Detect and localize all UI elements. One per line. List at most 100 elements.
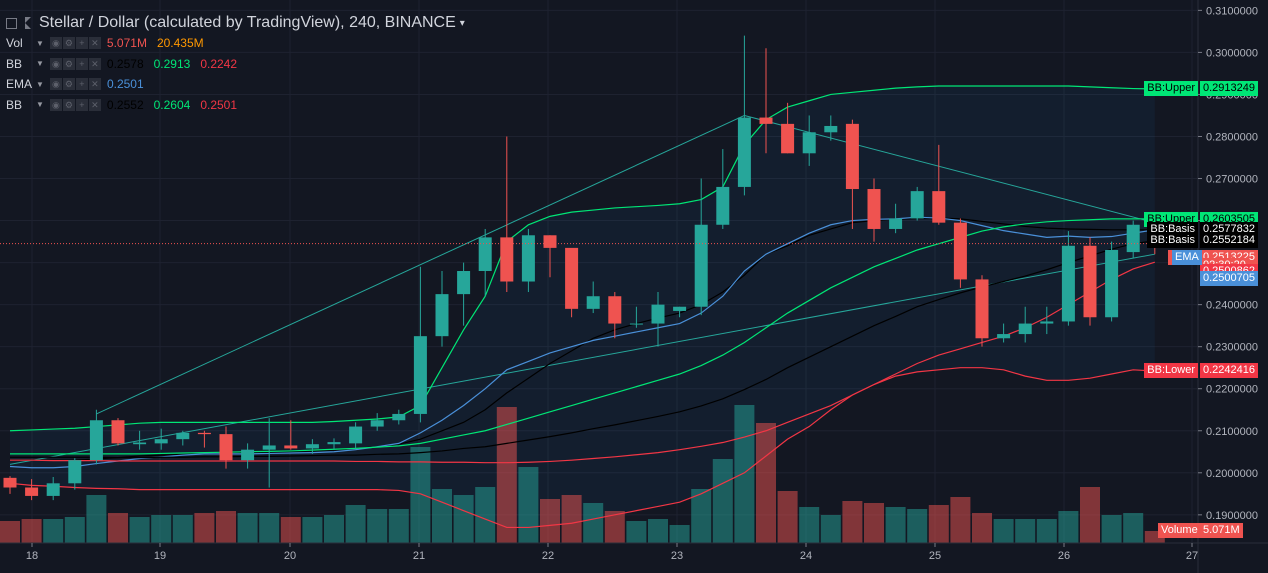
add-icon[interactable]: + xyxy=(75,57,88,70)
candle-body[interactable] xyxy=(349,426,363,444)
remove-icon[interactable]: ✕ xyxy=(88,78,101,90)
candle-body[interactable] xyxy=(370,420,384,427)
candle-body[interactable] xyxy=(500,237,514,282)
candle-body[interactable] xyxy=(1105,249,1119,318)
time-tick-label: 23 xyxy=(671,550,683,562)
price-axis[interactable]: 0.31000000.30000000.29000000.28000000.27… xyxy=(1198,5,1258,522)
candle-body[interactable] xyxy=(694,224,708,307)
indicator-name[interactable]: EMA xyxy=(6,77,33,91)
candle-body[interactable] xyxy=(262,445,276,450)
trend-line xyxy=(96,115,745,415)
indicator-value: 0.2501 xyxy=(200,97,238,112)
candle-body[interactable] xyxy=(435,294,449,337)
indicator-menu-chevron-icon[interactable]: ▼ xyxy=(36,79,44,89)
add-icon[interactable]: + xyxy=(75,78,88,90)
volume-bar xyxy=(259,513,280,543)
candle-body[interactable] xyxy=(673,306,687,311)
volume-bar xyxy=(712,459,733,543)
eye-icon[interactable]: ◉ xyxy=(49,78,62,90)
collapse-square-icon[interactable] xyxy=(6,17,17,29)
candle-body[interactable] xyxy=(457,271,471,295)
candle-body[interactable] xyxy=(327,442,341,445)
candle-body[interactable] xyxy=(608,296,622,324)
price-tick-label: 0.2800000 xyxy=(1206,131,1258,143)
candle-body[interactable] xyxy=(975,279,989,339)
candle-body[interactable] xyxy=(1083,245,1097,318)
candle-body[interactable] xyxy=(824,125,838,133)
candle-body[interactable] xyxy=(629,323,643,325)
remove-icon[interactable]: ✕ xyxy=(88,57,101,70)
candle-body[interactable] xyxy=(1018,323,1032,335)
symbol-title[interactable]: Stellar / Dollar (calculated by TradingV… xyxy=(39,14,456,31)
candle-body[interactable] xyxy=(997,334,1011,339)
eye-icon[interactable]: ◉ xyxy=(49,57,62,70)
add-icon[interactable]: + xyxy=(75,98,88,111)
candle-body[interactable] xyxy=(284,445,298,449)
candle-body[interactable] xyxy=(1126,224,1140,253)
candle-body[interactable] xyxy=(845,123,859,190)
candle-body[interactable] xyxy=(521,235,535,282)
eye-icon[interactable]: ◉ xyxy=(49,37,62,49)
candle-body[interactable] xyxy=(932,191,946,223)
time-tick-label: 24 xyxy=(800,550,812,562)
candle-body[interactable] xyxy=(133,442,147,445)
settings-icon[interactable]: ⚙ xyxy=(62,57,75,70)
candle-body[interactable] xyxy=(154,439,168,444)
indicator-name[interactable]: BB xyxy=(6,56,23,71)
candle-body[interactable] xyxy=(241,449,255,461)
candle-body[interactable] xyxy=(305,444,319,449)
add-icon[interactable]: + xyxy=(75,37,88,49)
time-tick-label: 21 xyxy=(413,550,425,562)
indicator-menu-chevron-icon[interactable]: ▼ xyxy=(36,38,44,48)
candle-body[interactable] xyxy=(867,189,881,229)
chevron-down-icon[interactable]: ▾ xyxy=(459,17,465,29)
time-axis[interactable]: 18 19 20 21 22 23 24 25 26 27 xyxy=(26,543,1198,562)
volume-bar xyxy=(734,405,755,543)
indicator-menu-chevron-icon[interactable]: ▼ xyxy=(36,100,44,109)
candle-body[interactable] xyxy=(89,420,103,461)
candle-body[interactable] xyxy=(197,432,211,435)
candle-body[interactable] xyxy=(176,432,190,440)
indicator-name[interactable]: Vol xyxy=(6,36,23,50)
candle-body[interactable] xyxy=(111,420,125,444)
candle-body[interactable] xyxy=(889,218,903,229)
candle-body[interactable] xyxy=(46,483,60,496)
eye-icon[interactable]: ◉ xyxy=(49,98,62,111)
candle-body[interactable] xyxy=(781,123,795,154)
candle-body[interactable] xyxy=(413,336,427,414)
volume-bar xyxy=(172,515,193,543)
candle-body[interactable] xyxy=(759,117,773,124)
candle-body[interactable] xyxy=(1040,321,1054,324)
indicator-menu-chevron-icon[interactable]: ▼ xyxy=(36,59,44,68)
candle-body[interactable] xyxy=(651,304,665,324)
volume-bar xyxy=(64,517,85,543)
indicator-row-ema: EMA ▼ ◉ ⚙ + ✕ 0.2501 xyxy=(6,75,154,93)
indicator-name[interactable]: BB xyxy=(6,97,23,112)
remove-icon[interactable]: ✕ xyxy=(88,37,101,49)
candle-body[interactable] xyxy=(68,460,82,484)
candle-body[interactable] xyxy=(953,222,967,280)
settings-icon[interactable]: ⚙ xyxy=(62,37,75,49)
candle-body[interactable] xyxy=(543,235,557,248)
candle-body[interactable] xyxy=(1061,245,1075,322)
candle-body[interactable] xyxy=(392,413,406,421)
volume-bar xyxy=(1123,513,1144,543)
volume-bar xyxy=(1080,487,1100,543)
candle-body[interactable] xyxy=(802,132,816,154)
price-tick-label: 0.2200000 xyxy=(1206,384,1258,396)
settings-icon[interactable]: ⚙ xyxy=(62,98,75,111)
volume-bar xyxy=(86,495,107,543)
flag-icon[interactable] xyxy=(25,17,31,29)
candle-body[interactable] xyxy=(219,434,233,461)
candle-body[interactable] xyxy=(565,247,579,309)
candle-body[interactable] xyxy=(737,117,751,187)
candle-body[interactable] xyxy=(3,477,17,488)
candle-body[interactable] xyxy=(478,237,492,272)
remove-icon[interactable]: ✕ xyxy=(88,98,101,111)
candle-body[interactable] xyxy=(586,296,600,309)
settings-icon[interactable]: ⚙ xyxy=(62,78,75,90)
candle-body[interactable] xyxy=(716,186,730,225)
candle-body[interactable] xyxy=(910,191,924,219)
candle-body[interactable] xyxy=(25,487,39,496)
